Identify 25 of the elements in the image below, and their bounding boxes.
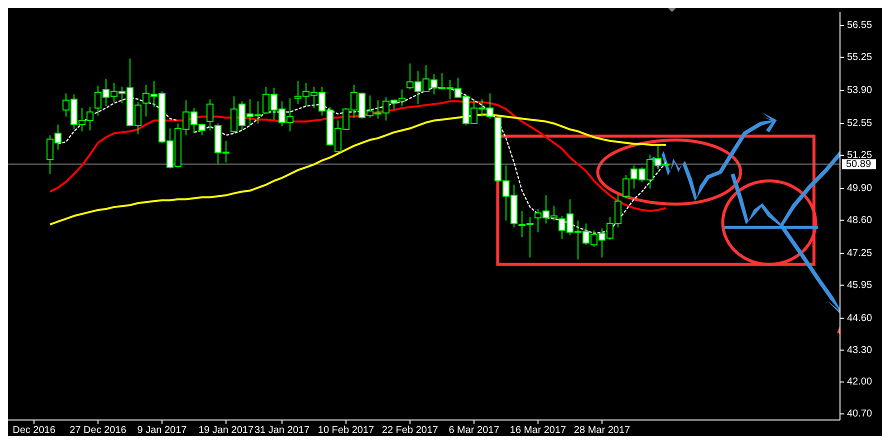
y-tick-label: 43.30 — [847, 344, 872, 356]
candlestick — [206, 98, 214, 131]
x-tick-label: 16 Mar 2017 — [510, 425, 567, 436]
y-tick-label: 42.00 — [847, 376, 872, 388]
y-tick-label: 47.25 — [847, 248, 872, 260]
x-tick-label: 28 Mar 2017 — [574, 425, 631, 436]
y-tick-label: 55.25 — [847, 52, 872, 63]
x-tick-label: 9 Jan 2017 — [137, 425, 188, 436]
ref-line-label: 50.89 — [846, 158, 872, 170]
y-tick-label: 56.55 — [847, 20, 872, 32]
x-tick-label: 27 Dec 2016 — [70, 425, 127, 436]
x-tick-label: 10 Feb 2017 — [318, 425, 375, 436]
x-tick-label: 19 Jan 2017 — [198, 425, 254, 436]
x-tick-label: Dec 2016 — [12, 425, 56, 436]
x-tick-label: 6 Mar 2017 — [448, 425, 500, 436]
y-tick-label: 53.90 — [847, 85, 872, 96]
y-tick-label: 52.55 — [847, 118, 872, 130]
y-tick-label: 45.95 — [847, 280, 872, 291]
y-tick-label: 49.90 — [847, 183, 872, 194]
x-tick-label: 22 Feb 2017 — [382, 425, 439, 436]
x-tick-label: 31 Jan 2017 — [254, 425, 310, 436]
y-tick-label: 40.70 — [847, 408, 872, 420]
y-tick-label: 51.25 — [847, 150, 872, 161]
y-tick-label: 44.60 — [847, 312, 872, 324]
y-tick-label: 48.60 — [847, 214, 872, 226]
